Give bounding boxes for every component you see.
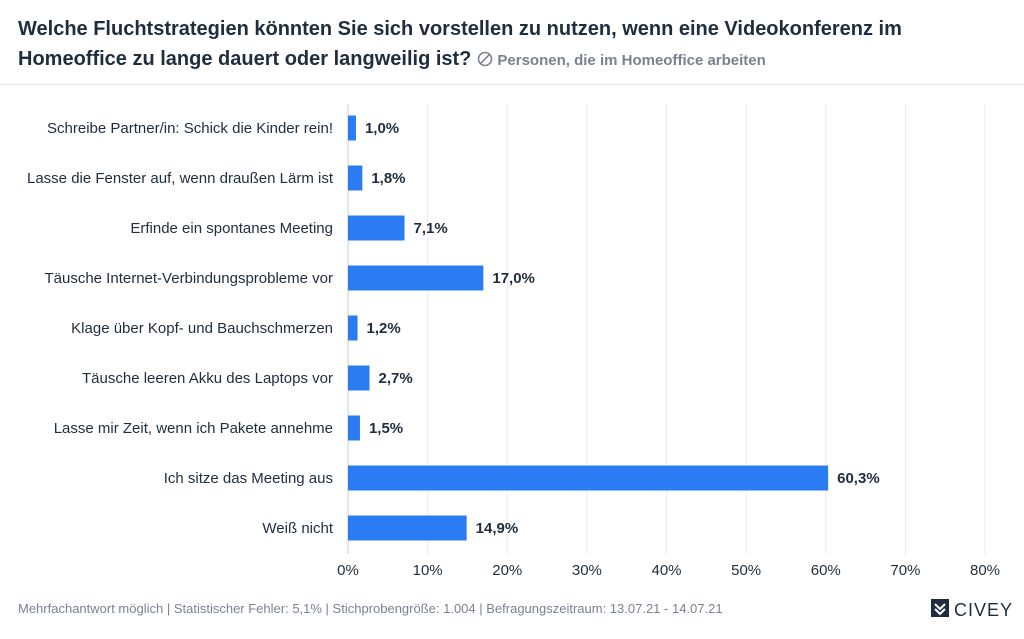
civey-logo-icon	[930, 598, 950, 623]
bar-value-label: 17,0%	[492, 270, 535, 287]
x-tick-label: 0%	[337, 562, 359, 579]
category-labels: 1,0% Schreibe Partner/in: Schick die Kind…	[27, 120, 880, 537]
chart-title: Welche Fluchtstrategien könnten Sie sich…	[18, 14, 1008, 76]
x-tick-label: 10%	[413, 562, 443, 579]
chart-title-text: Welche Fluchtstrategien könnten Sie sich…	[18, 18, 902, 70]
footer-note: Mehrfachantwort möglich | Statistischer …	[18, 601, 723, 616]
x-tick-label: 80%	[970, 562, 1000, 579]
x-tick-label: 30%	[572, 562, 602, 579]
x-axis-ticks: 0% 10% 20% 30% 40% 50% 60% 70% 80%	[337, 562, 1000, 579]
bar-value-label: 1,0%	[365, 120, 399, 137]
header-divider	[0, 84, 1024, 85]
category-label: Ich sitze das Meeting aus	[164, 470, 333, 487]
bar[interactable]	[348, 115, 356, 141]
bar[interactable]	[348, 315, 358, 341]
category-label: Lasse die Fenster auf, wenn draußen Lärm…	[27, 170, 334, 187]
bar-value-label: 7,1%	[414, 220, 448, 237]
bar[interactable]	[348, 165, 363, 191]
category-label: Lasse mir Zeit, wenn ich Pakete annehme	[54, 420, 333, 437]
bar-value-label: 14,9%	[476, 520, 519, 537]
category-label: Erfinde ein spontanes Meeting	[130, 220, 333, 237]
x-tick-label: 50%	[731, 562, 761, 579]
bar-value-label: 1,2%	[367, 320, 401, 337]
bar-value-label: 1,5%	[369, 420, 403, 437]
category-label: Täusche Internet-Verbindungsprobleme vor	[44, 270, 333, 287]
chart-subtitle: Personen, die im Homeoffice arbeiten	[497, 52, 766, 69]
bar[interactable]	[348, 465, 829, 491]
bar[interactable]	[348, 515, 467, 541]
category-label: Klage über Kopf- und Bauchschmerzen	[71, 320, 333, 337]
bar-value-label: 60,3%	[837, 470, 880, 487]
bar[interactable]	[348, 415, 360, 441]
category-label: Weiß nicht	[262, 520, 333, 537]
brand-name: CIVEY	[954, 599, 1014, 620]
no-sign-icon	[477, 46, 493, 76]
x-tick-label: 20%	[492, 562, 522, 579]
category-label: Schreibe Partner/in: Schick die Kinder r…	[47, 120, 333, 137]
x-tick-label: 60%	[811, 562, 841, 579]
x-tick-label: 40%	[651, 562, 681, 579]
bar[interactable]	[348, 265, 484, 291]
bar-value-label: 1,8%	[371, 170, 405, 187]
category-label: Täusche leeren Akku des Laptops vor	[82, 370, 333, 387]
bar[interactable]	[348, 365, 370, 391]
brand-logo[interactable]: CIVEY	[930, 598, 1013, 622]
bars	[348, 115, 829, 541]
bar-chart: 1,0% Schreibe Partner/in: Schick die Kind…	[27, 104, 1000, 579]
bar-value-label: 2,7%	[378, 370, 412, 387]
x-tick-label: 70%	[890, 562, 920, 579]
bar[interactable]	[348, 215, 405, 241]
